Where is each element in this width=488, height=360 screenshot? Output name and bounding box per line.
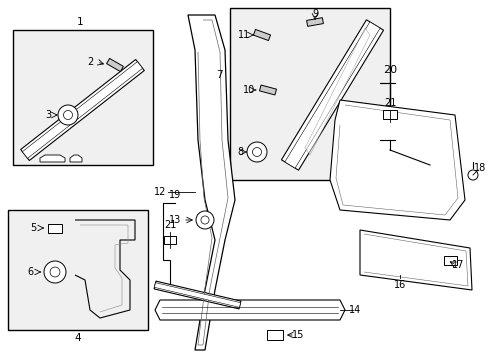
Text: 1: 1	[77, 17, 83, 27]
Circle shape	[44, 261, 66, 283]
Bar	[48, 224, 62, 233]
Polygon shape	[329, 100, 464, 220]
Text: 4: 4	[75, 333, 81, 343]
Polygon shape	[155, 300, 345, 320]
Text: 11: 11	[237, 30, 250, 40]
Circle shape	[246, 142, 266, 162]
Text: 6: 6	[27, 267, 33, 277]
Text: 18: 18	[473, 163, 485, 173]
Text: 16: 16	[393, 280, 406, 290]
Text: 17: 17	[451, 260, 463, 270]
Text: 3: 3	[45, 110, 51, 120]
Polygon shape	[22, 62, 142, 158]
Polygon shape	[253, 30, 270, 41]
Polygon shape	[285, 22, 379, 168]
Bar	[266, 330, 283, 340]
Polygon shape	[281, 20, 383, 170]
Polygon shape	[359, 230, 471, 290]
Text: 21: 21	[163, 220, 176, 230]
Text: 5: 5	[30, 223, 36, 233]
Text: 14: 14	[348, 305, 360, 315]
Text: 20: 20	[382, 65, 396, 75]
Text: 15: 15	[291, 330, 304, 340]
Polygon shape	[40, 155, 65, 162]
Polygon shape	[154, 283, 240, 307]
Text: 9: 9	[311, 9, 317, 19]
Text: 12: 12	[154, 187, 166, 197]
Circle shape	[58, 105, 78, 125]
Text: 7: 7	[215, 70, 222, 80]
Text: 8: 8	[237, 147, 243, 157]
Text: 19: 19	[168, 190, 181, 200]
Text: 21: 21	[383, 98, 395, 108]
Polygon shape	[20, 59, 144, 161]
Circle shape	[201, 216, 209, 224]
Polygon shape	[305, 28, 369, 155]
Circle shape	[467, 170, 477, 180]
Text: 10: 10	[243, 85, 255, 95]
Polygon shape	[259, 85, 276, 95]
Polygon shape	[70, 155, 82, 162]
Polygon shape	[106, 58, 123, 72]
Bar	[443, 256, 456, 265]
Polygon shape	[154, 281, 241, 309]
Circle shape	[252, 148, 261, 157]
Bar	[382, 111, 396, 120]
Text: 13: 13	[168, 215, 181, 225]
Circle shape	[63, 111, 72, 120]
Circle shape	[50, 267, 60, 277]
Circle shape	[196, 211, 214, 229]
Polygon shape	[306, 18, 323, 26]
Bar	[163, 236, 176, 244]
Bar	[229, 8, 389, 180]
Bar	[8, 210, 148, 330]
Polygon shape	[187, 15, 235, 350]
Bar	[13, 30, 153, 165]
Text: 2: 2	[87, 57, 93, 67]
